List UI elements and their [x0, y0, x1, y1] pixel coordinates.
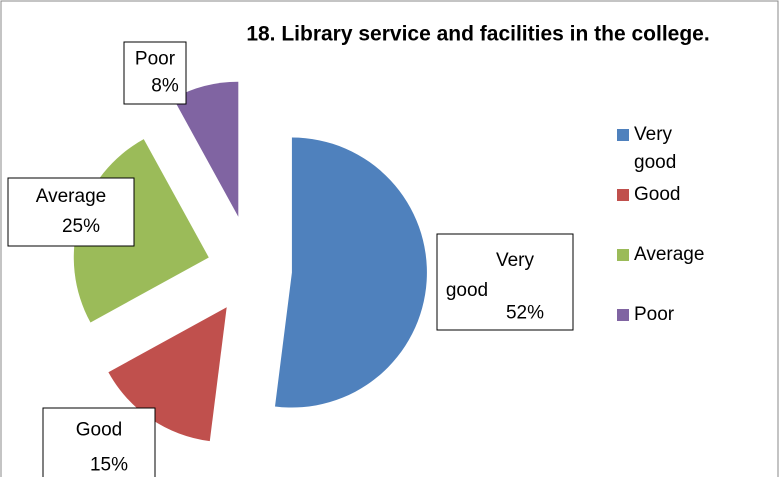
data-label-box [123, 41, 187, 105]
legend-swatch [617, 249, 629, 261]
pie-slice [173, 81, 239, 217]
data-label-name: Very good [446, 250, 535, 301]
legend-swatch [617, 129, 629, 141]
pie-slice [275, 137, 427, 408]
data-label-name: Good [76, 419, 122, 440]
chart-title: 18. Library service and facilities in th… [246, 23, 709, 46]
legend-label: Good [634, 184, 680, 205]
legend-swatch [617, 309, 629, 321]
data-label-box [436, 233, 574, 331]
data-label-box [7, 177, 135, 247]
data-label-name: Poor [135, 48, 176, 69]
legend-label-line: good [634, 152, 676, 173]
data-label-name-line: good [446, 280, 488, 301]
data-label: 15% [90, 455, 128, 476]
data-label-box [42, 407, 156, 477]
data-label-name: Average [36, 186, 106, 207]
legend-label-line: Very [634, 124, 673, 145]
data-label-name-line: Very [496, 250, 535, 271]
legend-swatch [617, 189, 629, 201]
data-label: 25% [62, 216, 100, 237]
data-label: 52% [506, 303, 544, 324]
legend-label: Very good [634, 124, 676, 173]
legend-label: Average [634, 244, 704, 265]
legend-label: Poor [634, 304, 675, 325]
data-label: 8% [151, 76, 179, 97]
